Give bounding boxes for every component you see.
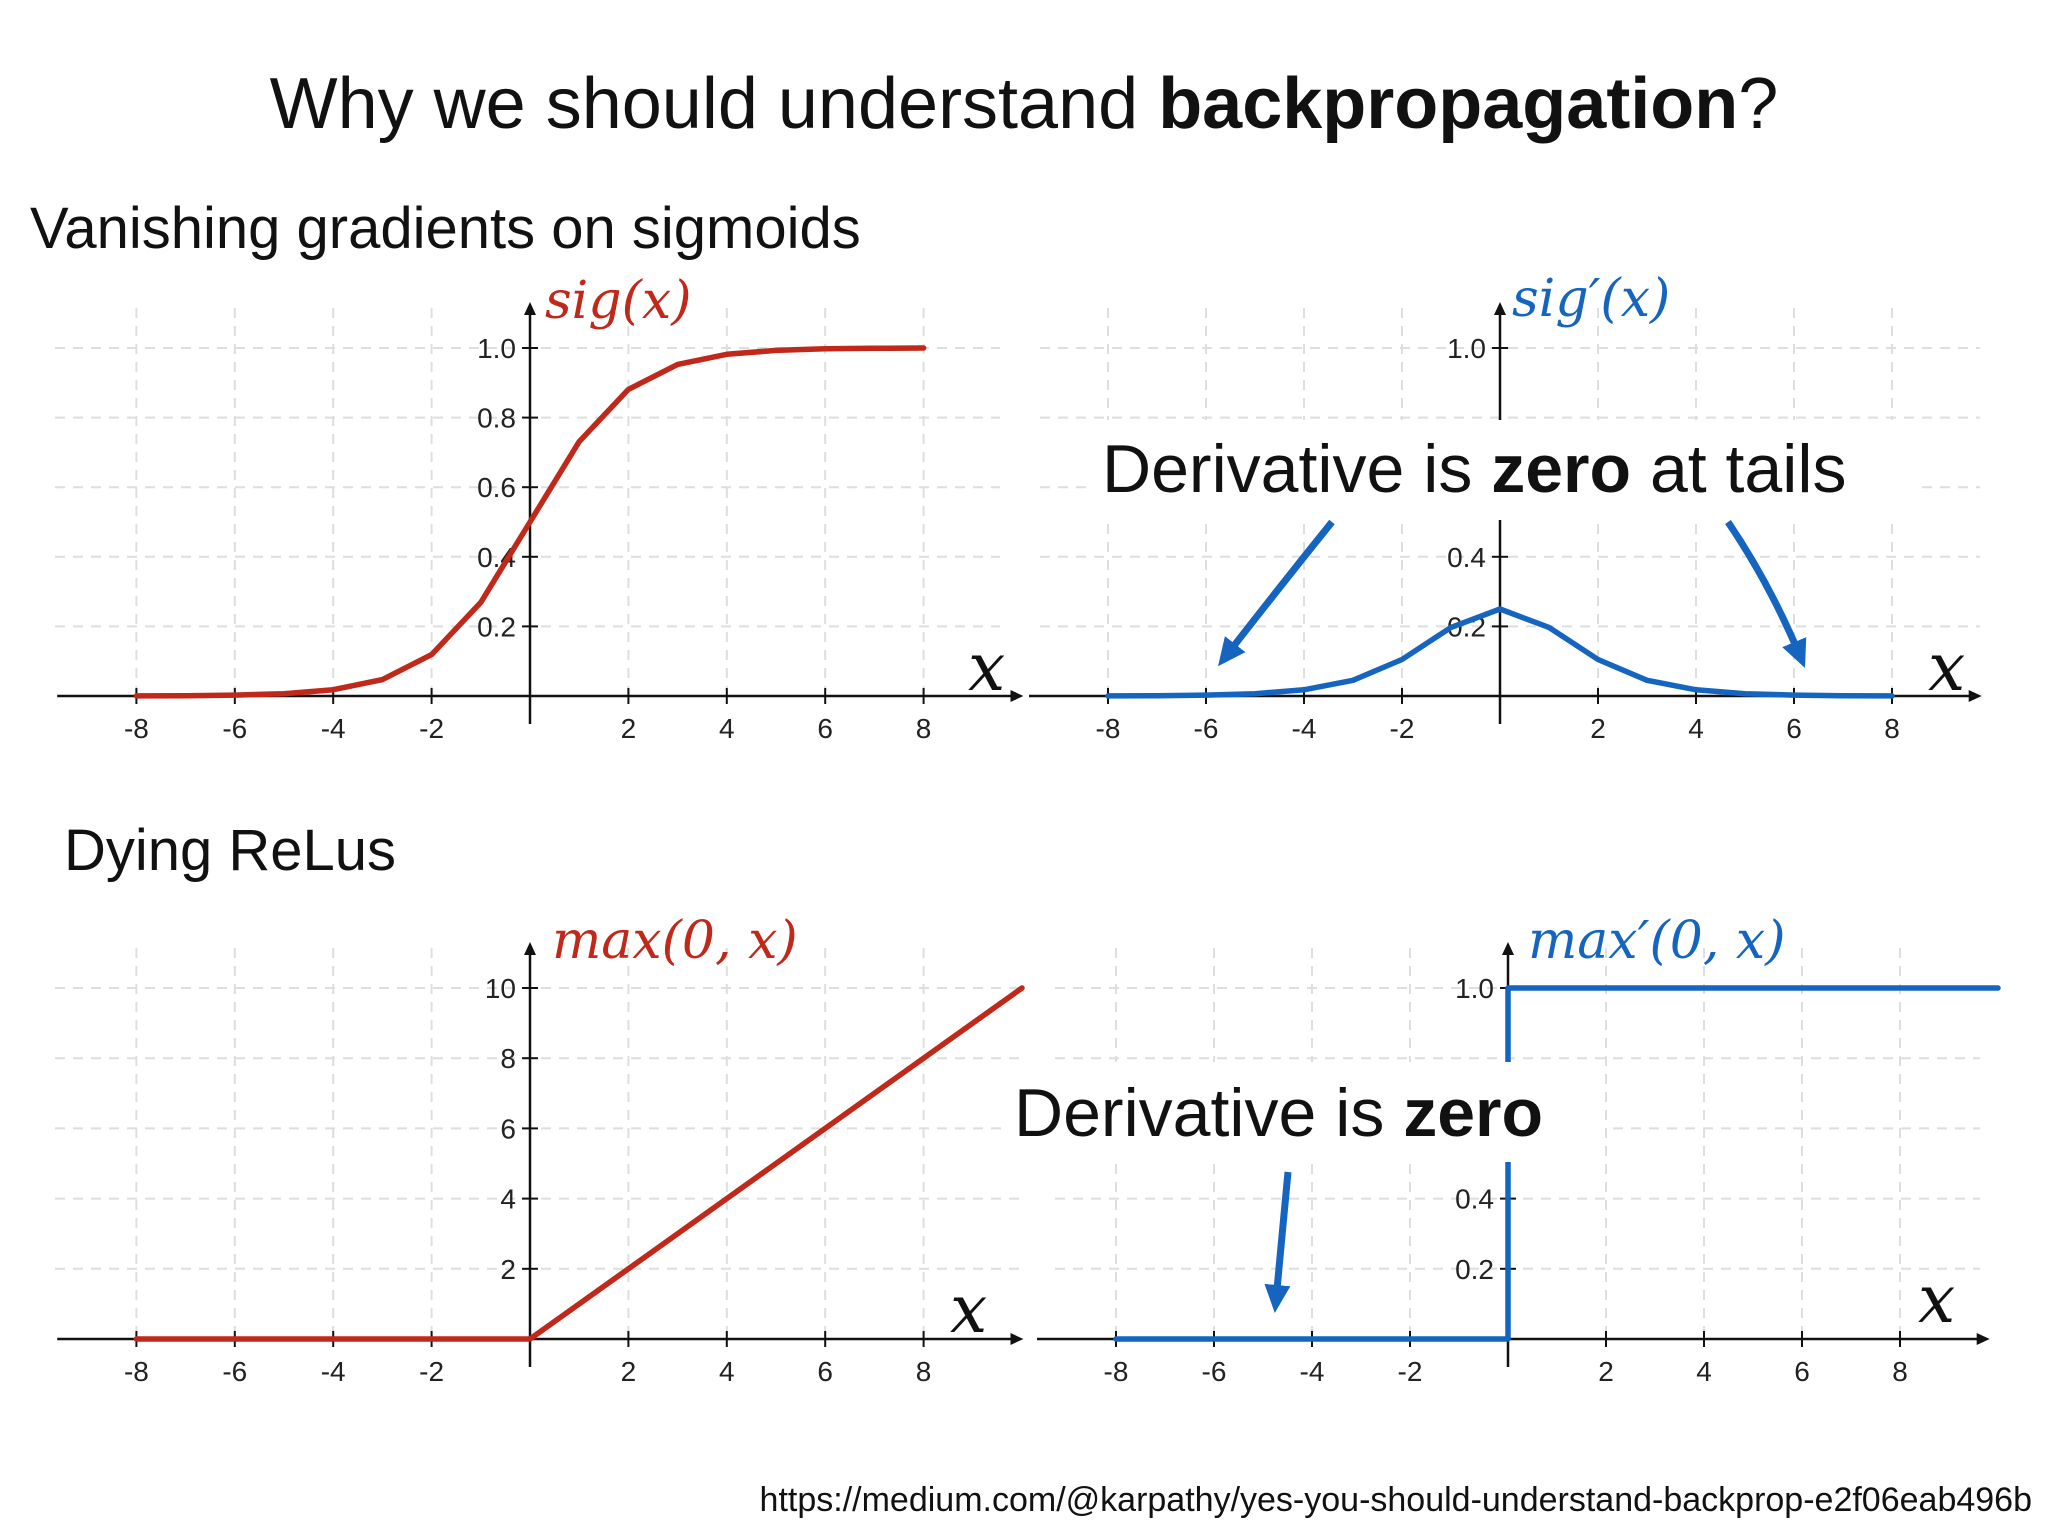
y-tick-label: 1.0 (1455, 973, 1494, 1004)
x-tick-label: 8 (1884, 713, 1900, 744)
x-tick-label: -4 (321, 1356, 346, 1387)
slide-title: Why we should understand backpropagation… (0, 62, 2048, 146)
x-tick-label: 4 (1696, 1356, 1712, 1387)
x-tick-label: 6 (1794, 1356, 1810, 1387)
y-tick-label: 6 (500, 1113, 516, 1144)
y-tick-label: 2 (500, 1254, 516, 1285)
x-tick-label: 8 (1892, 1356, 1908, 1387)
y-tick-label: 8 (500, 1043, 516, 1074)
title-suffix: ? (1738, 64, 1779, 144)
x-tick-label: -8 (1096, 713, 1121, 744)
y-tick-label: 0.4 (1455, 1184, 1494, 1215)
chart-panel-4: -8 -6 -4 -2 2 4 6 8 0.2 0.4 1.0 max′(0, x) x (1037, 911, 2001, 1387)
y-tick-label: 1.0 (1447, 333, 1486, 364)
function-label: max(0, x) (552, 911, 798, 971)
callout-sigmoid-suffix: at tails (1631, 431, 1846, 507)
x-tick-label: 6 (817, 1356, 833, 1387)
callout-relu-text: Derivative is zero (1014, 1075, 1543, 1151)
x-tick-label: 2 (1590, 713, 1606, 744)
x-tick-label: 2 (621, 1356, 637, 1387)
title-bold: backpropagation (1158, 64, 1739, 144)
callout-relu-prefix: Derivative is (1014, 1075, 1403, 1151)
x-tick-label: -4 (321, 713, 346, 744)
title-prefix: Why we should understand (269, 64, 1159, 144)
series-line (1105, 606, 1895, 699)
x-tick-label: 6 (817, 713, 833, 744)
y-tick-label: 0.6 (477, 472, 516, 503)
x-tick-label: -2 (1390, 713, 1415, 744)
x-tick-label: -8 (124, 713, 149, 744)
x-tick-label: 4 (1688, 713, 1704, 744)
series-line (133, 345, 927, 699)
y-tick-label: 0.8 (477, 403, 516, 434)
series-line (1113, 985, 2001, 1342)
section-sigmoid-heading: Vanishing gradients on sigmoids (30, 196, 861, 261)
source-url[interactable]: https://medium.com/@karpathy/yes-you-sho… (759, 1481, 2032, 1519)
x-tick-label: -4 (1292, 713, 1317, 744)
callout-sigmoid-left-arrow (1218, 519, 1335, 667)
callout-sigmoid-bold: zero (1491, 431, 1631, 507)
x-tick-label: 8 (916, 713, 932, 744)
x-axis-label: x (950, 1271, 987, 1348)
callout-sigmoid-text: Derivative is zero at tails (1102, 431, 1846, 507)
x-tick-label: -6 (1194, 713, 1219, 744)
x-axis-label: x (1918, 1261, 1955, 1338)
callout-sigmoid-prefix: Derivative is (1102, 431, 1491, 507)
series-line (133, 985, 1025, 1342)
x-tick-label: -6 (222, 713, 247, 744)
callout-sigmoid-right-arrow (1725, 520, 1807, 668)
x-tick-label: -2 (419, 713, 444, 744)
callout-relu-arrow (1264, 1171, 1292, 1313)
plots-group: -8 -6 -4 -2 2 4 6 8 0.2 0.4 0.6 0.8 1.0 sig(x) x -8 -6 -4… (55, 269, 2001, 1387)
function-label: max′(0, x) (1528, 911, 1786, 971)
function-label: sig′(x) (1512, 269, 1670, 329)
x-tick-label: -6 (1202, 1356, 1227, 1387)
x-tick-label: -2 (1398, 1356, 1423, 1387)
y-tick-label: 1.0 (477, 333, 516, 364)
callout-relu-backdrop (1005, 1062, 1605, 1162)
y-tick-label: 0.4 (1447, 542, 1486, 573)
x-tick-label: 4 (719, 713, 735, 744)
y-tick-label: 4 (500, 1184, 516, 1215)
x-axis-label: x (968, 629, 1005, 706)
y-tick-label: 0.2 (477, 611, 516, 642)
y-tick-label: 0.2 (1455, 1254, 1494, 1285)
x-tick-label: 6 (1786, 713, 1802, 744)
section-relu-heading: Dying ReLus (64, 818, 397, 883)
callout-sigmoid-backdrop (1090, 420, 1920, 520)
x-tick-label: -2 (419, 1356, 444, 1387)
x-tick-label: -4 (1300, 1356, 1325, 1387)
x-tick-label: -6 (222, 1356, 247, 1387)
chart-panel-3: -8 -6 -4 -2 2 4 6 8 2 4 6 8 10 max(0, x) x (55, 911, 1025, 1387)
x-tick-label: -8 (1104, 1356, 1129, 1387)
x-tick-label: 2 (1598, 1356, 1614, 1387)
callout-relu-bold: zero (1403, 1075, 1543, 1151)
x-tick-label: 8 (916, 1356, 932, 1387)
function-label: sig(x) (545, 271, 692, 331)
y-tick-label: 10 (485, 973, 516, 1004)
x-axis-label: x (1928, 629, 1965, 706)
callout-relu: Derivative is zero (1005, 1062, 1605, 1313)
x-tick-label: -8 (124, 1356, 149, 1387)
callout-sigmoid: Derivative is zero at tails (1090, 420, 1920, 668)
x-tick-label: 4 (719, 1356, 735, 1387)
x-tick-label: 2 (621, 713, 637, 744)
